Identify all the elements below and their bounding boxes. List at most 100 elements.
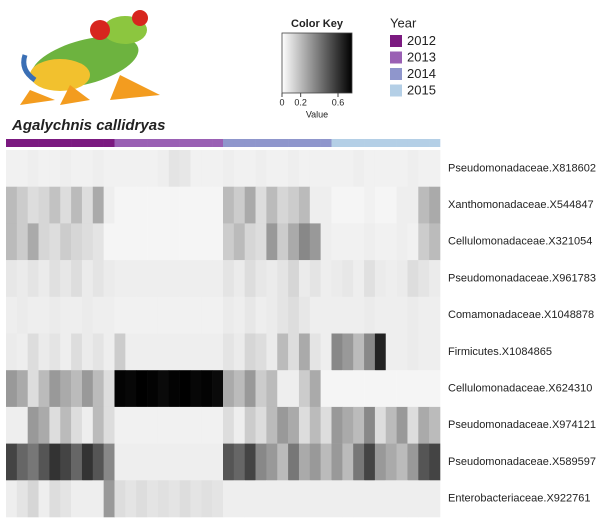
heatmap-cell <box>49 260 61 298</box>
heatmap-cell <box>418 150 430 187</box>
heatmap-cell <box>147 260 159 298</box>
heatmap-cell <box>277 150 289 187</box>
legend-swatch <box>390 51 402 64</box>
heatmap-cell <box>288 150 300 187</box>
column-group-bar <box>136 139 148 147</box>
heatmap-cell <box>407 443 419 481</box>
key-title: Color Key <box>291 18 344 30</box>
heatmap-cell <box>103 370 115 408</box>
heatmap-cell <box>38 370 50 408</box>
heatmap-cell <box>125 223 137 261</box>
heatmap-cell <box>233 406 245 444</box>
row-label: Pseudomonadaceae.X961783 <box>448 272 596 284</box>
heatmap-cell <box>60 223 72 261</box>
heatmap-cell <box>60 370 72 408</box>
column-group-bar <box>223 139 235 147</box>
heatmap-cell <box>27 260 39 298</box>
heatmap-cell <box>60 480 72 518</box>
heatmap-cell <box>385 186 397 224</box>
heatmap-cell <box>223 443 235 481</box>
heatmap-cell <box>49 150 61 187</box>
heatmap-cell <box>320 296 332 334</box>
heatmap-cell <box>418 406 430 444</box>
heatmap-cell <box>81 406 94 444</box>
heatmap-cell <box>157 223 170 261</box>
heatmap-cell <box>385 443 397 481</box>
color-key <box>281 32 353 94</box>
heatmap-cell <box>374 186 387 224</box>
heatmap-cell <box>223 260 235 298</box>
heatmap-cell <box>233 480 245 518</box>
heatmap-cell <box>277 370 289 408</box>
heatmap-cell <box>255 333 267 371</box>
heatmap-cell <box>255 223 267 261</box>
heatmap-cell <box>364 150 376 187</box>
heatmap-cell <box>157 443 170 481</box>
heatmap-cell <box>49 223 61 261</box>
heatmap-cell <box>81 480 94 518</box>
column-group-bar <box>16 139 28 147</box>
heatmap-cell <box>136 333 148 371</box>
heatmap-cell <box>407 150 419 187</box>
heatmap-cell <box>16 333 28 371</box>
heatmap-cell <box>320 260 332 298</box>
heatmap-cell <box>342 406 354 444</box>
heatmap-cell <box>266 223 278 261</box>
heatmap-cell <box>233 150 245 187</box>
column-group-bar <box>60 139 72 147</box>
row-label: Cellulomonadaceae.X321054 <box>448 236 592 248</box>
heatmap-cell <box>320 370 332 408</box>
heatmap-cell <box>27 406 39 444</box>
heatmap-cell <box>223 296 235 334</box>
column-group-bar <box>38 139 50 147</box>
heatmap-cell <box>92 406 104 444</box>
heatmap-cell <box>179 480 191 518</box>
heatmap-cell <box>396 223 408 261</box>
heatmap-cell <box>92 150 104 187</box>
heatmap-cell <box>331 296 343 334</box>
heatmap-cell <box>244 480 256 518</box>
heatmap-cell <box>27 480 39 518</box>
heatmap-cell <box>255 186 267 224</box>
heatmap-cell <box>168 223 180 261</box>
heatmap-cell <box>298 370 311 408</box>
heatmap-cell <box>136 150 148 187</box>
heatmap-cell <box>223 406 235 444</box>
heatmap-cell <box>60 296 72 334</box>
heatmap-cell <box>16 223 28 261</box>
heatmap-cell <box>16 150 28 187</box>
heatmap-cell <box>396 406 408 444</box>
column-group-bar <box>6 139 18 147</box>
heatmap-cell <box>342 333 354 371</box>
heatmap-cell <box>407 406 419 444</box>
heatmap-cell <box>385 370 397 408</box>
heatmap-cell <box>364 370 376 408</box>
row-label: Pseudomonadaceae.X818602 <box>448 162 596 174</box>
heatmap-cell <box>114 223 126 261</box>
heatmap-cell <box>385 480 397 518</box>
species-label: Agalychnis callidryas <box>11 117 165 134</box>
heatmap-cell <box>364 223 376 261</box>
legend-swatch <box>390 35 402 47</box>
heatmap-cell <box>81 186 94 224</box>
heatmap-cell <box>27 443 39 481</box>
heatmap-cell <box>71 370 83 408</box>
heatmap-cell <box>49 186 61 224</box>
heatmap-cell <box>407 370 419 408</box>
heatmap-cell <box>212 370 224 408</box>
heatmap-cell <box>266 480 278 518</box>
column-group-bar <box>27 139 39 147</box>
heatmap-cell <box>320 186 332 224</box>
column-group-bar <box>168 139 180 147</box>
heatmap-cell <box>429 260 441 298</box>
legend-label: 2015 <box>407 82 436 97</box>
column-group-bar <box>244 139 256 147</box>
heatmap-cell <box>353 370 365 408</box>
heatmap-cell <box>212 443 224 481</box>
heatmap-cell <box>418 296 430 334</box>
heatmap-cell <box>179 333 191 371</box>
heatmap-cell <box>277 296 289 334</box>
heatmap-cell <box>103 223 115 261</box>
heatmap-cell <box>309 480 321 518</box>
heatmap-cell <box>331 443 343 481</box>
